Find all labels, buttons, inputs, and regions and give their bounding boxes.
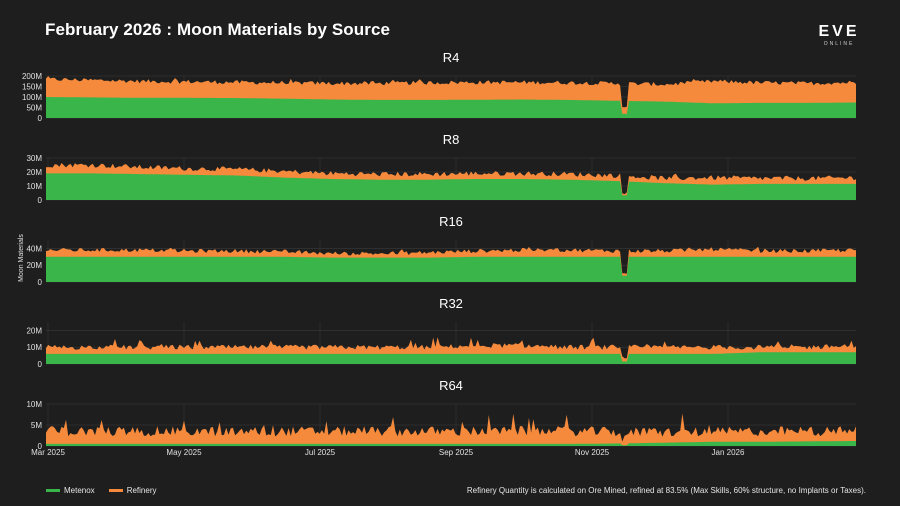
legend-label-metenox: Metenox (64, 486, 95, 495)
x-tick-label: Jul 2025 (305, 448, 336, 457)
logo-sub: ONLINE (823, 41, 855, 47)
y-tick-label: 20M (26, 261, 42, 270)
x-tick-label: Nov 2025 (575, 448, 610, 457)
y-tick-label: 10M (26, 343, 42, 352)
y-tick-label: 5M (31, 421, 42, 430)
series-area-metenox (46, 441, 856, 446)
y-tick-label: 0 (38, 442, 43, 451)
y-tick-label: 20M (26, 326, 42, 335)
series-area-refinery (46, 413, 856, 446)
series-area-metenox (46, 256, 856, 282)
y-tick-label: 0 (38, 114, 43, 123)
x-tick-label: Sep 2025 (439, 448, 474, 457)
footnote: Refinery Quantity is calculated on Ore M… (466, 486, 866, 495)
y-tick-label: 0 (38, 360, 43, 369)
y-tick-label: 10M (26, 400, 42, 409)
series-area-metenox (46, 173, 856, 200)
y-tick-label: 100M (22, 93, 42, 102)
y-tick-label: 10M (26, 182, 42, 191)
legend-swatch-refinery (108, 489, 123, 492)
y-tick-label: 0 (38, 278, 43, 287)
y-tick-label: 200M (22, 72, 42, 81)
panel-title: R16 (439, 214, 463, 229)
x-tick-label: May 2025 (166, 448, 202, 457)
legend-swatch-metenox (46, 489, 60, 492)
logo-main: EVE (818, 23, 860, 40)
y-tick-label: 50M (26, 104, 42, 113)
series-area-metenox (46, 352, 856, 364)
legend: Metenox Refinery (46, 486, 156, 495)
y-tick-label: 30M (26, 154, 42, 163)
y-tick-label: 0 (38, 196, 43, 205)
x-tick-label: Jan 2026 (712, 448, 745, 457)
panel-title: R4 (443, 50, 460, 65)
panel-title: R8 (443, 132, 460, 147)
legend-label-refinery: Refinery (126, 486, 157, 495)
panel-title: R64 (439, 378, 463, 393)
eve-online-logo: EVE ONLINE (814, 23, 864, 48)
series-area-metenox (46, 97, 856, 118)
x-tick-label: Mar 2025 (31, 448, 65, 457)
chart-title: February 2026 : Moon Materials by Source (45, 20, 391, 39)
panel-title: R32 (439, 296, 463, 311)
y-tick-label: 150M (22, 83, 42, 92)
legend-item-refinery[interactable]: Refinery (108, 486, 157, 495)
y-tick-label: 20M (26, 168, 42, 177)
y-axis-label: Moon Materials (18, 234, 25, 282)
legend-item-metenox[interactable]: Metenox (46, 486, 95, 495)
stacked-area-chart: R4050M100M150M200MR8010M20M30MR16020M40M… (18, 50, 856, 457)
y-tick-label: 40M (26, 244, 42, 253)
